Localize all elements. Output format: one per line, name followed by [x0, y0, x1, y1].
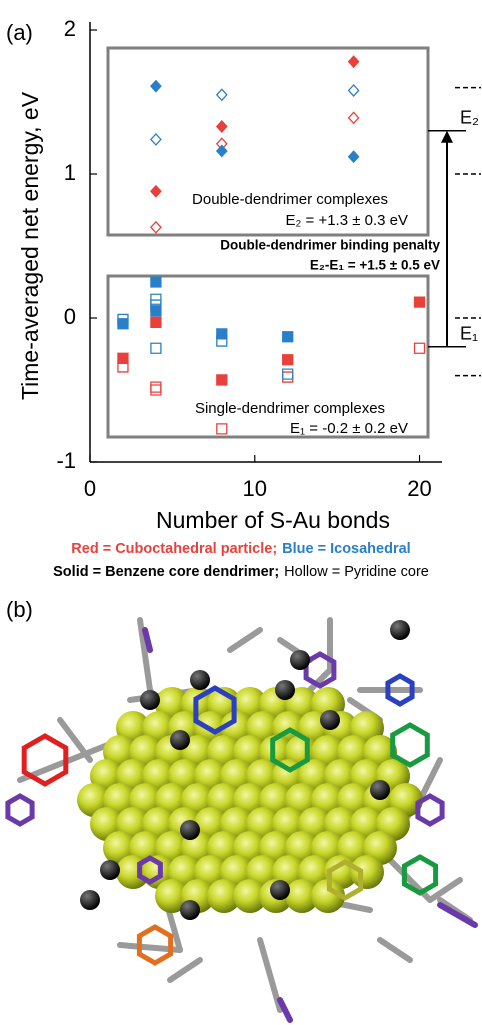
square-point	[283, 332, 293, 342]
box-text: Double-dendrimer complexes	[192, 191, 388, 208]
diamond-point	[151, 81, 161, 92]
ring	[418, 796, 442, 824]
sulfur-atom	[290, 650, 310, 670]
bond	[170, 960, 200, 980]
square-point	[151, 294, 161, 304]
sulfur-atom	[370, 780, 390, 800]
diamond-point	[349, 112, 359, 123]
caption-line: Solid = Benzene core dendrimer; Hollow = …	[53, 564, 429, 580]
diamond-point	[217, 89, 227, 100]
level-label: E₂	[460, 108, 479, 128]
sulfur-atom	[390, 620, 410, 640]
panel-label: (a)	[6, 20, 33, 45]
diamond-point	[151, 186, 161, 197]
y-axis-label: Time-averaged net energy, eV	[17, 91, 43, 400]
caption-segment: Solid = Benzene core dendrimer;	[53, 564, 279, 580]
x-axis-label: Number of S-Au bonds	[156, 507, 390, 533]
caption-line: Red = Cuboctahedral particle; Blue = Icos…	[71, 541, 410, 557]
diamond-point	[151, 134, 161, 145]
square-point	[415, 343, 425, 353]
box-text: E₁ = -0.2 ± 0.2 eV	[290, 420, 408, 437]
diamond-point	[151, 222, 161, 233]
figure: (a) (b) -101201020Time-averaged net ener…	[0, 0, 482, 1025]
y-tick-label: -1	[56, 448, 76, 473]
square-point	[217, 375, 227, 385]
sulfur-atom	[275, 680, 295, 700]
square-point	[151, 382, 161, 392]
bond	[380, 940, 410, 960]
sulfur-atom	[140, 690, 160, 710]
y-tick-label: 2	[64, 16, 76, 41]
sulfur-atom	[320, 710, 340, 730]
sulfur-atom	[190, 670, 210, 690]
sulfur-atom	[170, 730, 190, 750]
ring	[8, 796, 32, 824]
square-point	[151, 343, 161, 353]
penalty-text: E₂-E₁ = +1.5 ± 0.5 eV	[310, 258, 440, 273]
diamond-point	[217, 121, 227, 132]
bond	[20, 760, 70, 780]
square-point	[283, 355, 293, 365]
box-text: E₂ = +1.3 ± 0.3 eV	[286, 212, 408, 229]
caption-segment: Red = Cuboctahedral particle;	[71, 541, 277, 557]
ring	[24, 736, 66, 784]
sulfur-atom	[180, 820, 200, 840]
bond-purple	[440, 905, 475, 925]
gold-atom	[350, 855, 384, 889]
square-point	[217, 424, 227, 434]
sulfur-atom	[100, 860, 120, 880]
arrow-head	[441, 131, 453, 143]
diamond-point	[349, 56, 359, 67]
caption-segment: Blue = Icosahedral	[282, 541, 411, 557]
penalty-text: Double-dendrimer binding penalty	[220, 238, 440, 253]
molecule-render	[8, 620, 475, 1020]
sulfur-atom	[180, 900, 200, 920]
square-point	[151, 317, 161, 327]
level-label: E₁	[460, 324, 478, 344]
square-point	[283, 372, 293, 382]
bond	[390, 860, 430, 900]
bond	[260, 940, 280, 1010]
sulfur-atom	[270, 880, 290, 900]
square-point	[151, 306, 161, 316]
y-tick-label: 1	[64, 160, 76, 185]
diamond-point	[217, 145, 227, 156]
diamond-point	[349, 151, 359, 162]
ring	[393, 725, 428, 765]
bond	[230, 630, 260, 650]
square-point	[283, 369, 293, 379]
x-tick-label: 20	[407, 476, 431, 501]
y-tick-label: 0	[64, 304, 76, 329]
panel-label: (b)	[6, 597, 33, 622]
square-point	[217, 329, 227, 339]
x-tick-label: 0	[84, 476, 96, 501]
diamond-point	[349, 85, 359, 96]
square-point	[151, 385, 161, 395]
box-text: Single-dendrimer complexes	[195, 400, 385, 417]
caption-segment: Hollow = Pyridine core	[284, 564, 429, 580]
square-point	[118, 319, 128, 329]
square-point	[415, 297, 425, 307]
x-tick-label: 10	[243, 476, 267, 501]
sulfur-atom	[80, 890, 100, 910]
square-point	[151, 277, 161, 287]
